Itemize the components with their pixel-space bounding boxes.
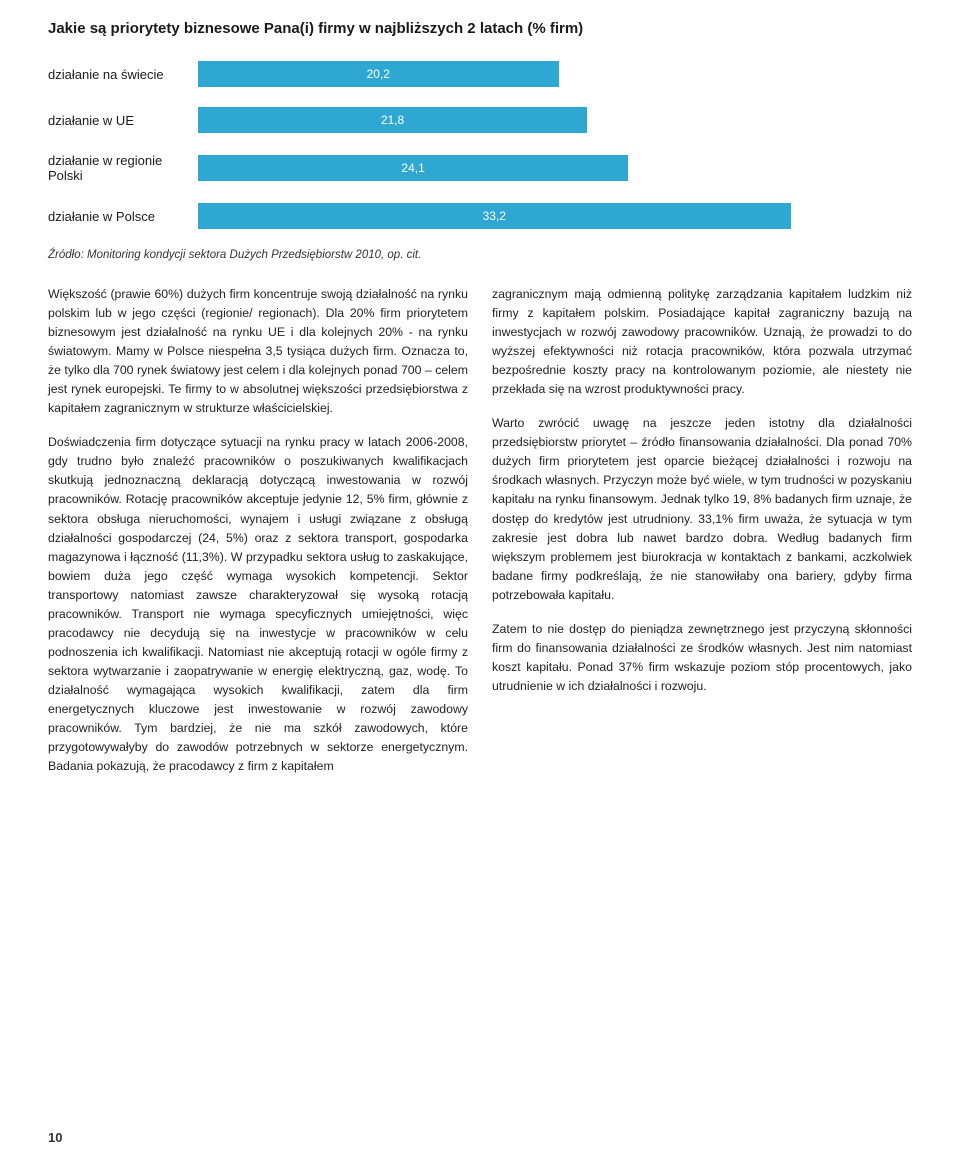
chart-row: działanie na świecie 20,2	[48, 61, 912, 87]
source-citation: Źródło: Monitoring kondycji sektora Duży…	[48, 249, 912, 261]
chart-bar: 21,8	[198, 107, 587, 133]
chart-bar: 33,2	[198, 203, 791, 229]
paragraph: Warto zwrócić uwagę na jeszcze jeden ist…	[492, 414, 912, 604]
chart-bar: 24,1	[198, 155, 628, 181]
chart-bar-value: 24,1	[401, 161, 424, 175]
paragraph: Większość (prawie 60%) dużych firm konce…	[48, 285, 468, 418]
chart-bar-value: 20,2	[367, 67, 390, 81]
chart-bar-area: 21,8	[198, 107, 912, 133]
chart-bar-area: 24,1	[198, 155, 912, 181]
chart-bar-area: 33,2	[198, 203, 912, 229]
chart-row: działanie w Polsce 33,2	[48, 203, 912, 229]
chart-row-label: działanie w Polsce	[48, 209, 198, 224]
chart-title: Jakie są priorytety biznesowe Pana(i) fi…	[48, 20, 912, 37]
chart-row-label: działanie w UE	[48, 113, 198, 128]
chart-bar-area: 20,2	[198, 61, 912, 87]
paragraph: zagranicznym mają odmienną politykę zarz…	[492, 285, 912, 399]
left-column: Większość (prawie 60%) dużych firm konce…	[48, 285, 468, 791]
chart-row: działanie w regionie Polski 24,1	[48, 153, 912, 183]
text-columns: Większość (prawie 60%) dużych firm konce…	[48, 285, 912, 791]
bar-chart: działanie na świecie 20,2 działanie w UE…	[48, 61, 912, 229]
chart-bar: 20,2	[198, 61, 559, 87]
chart-row: działanie w UE 21,8	[48, 107, 912, 133]
chart-bar-value: 33,2	[483, 209, 506, 223]
paragraph: Zatem to nie dostęp do pieniądza zewnętr…	[492, 620, 912, 696]
chart-row-label: działanie w regionie Polski	[48, 153, 198, 183]
right-column: zagranicznym mają odmienną politykę zarz…	[492, 285, 912, 791]
chart-row-label: działanie na świecie	[48, 67, 198, 82]
chart-bar-value: 21,8	[381, 113, 404, 127]
page-number: 10	[48, 1130, 62, 1145]
paragraph: Doświadczenia firm dotyczące sytuacji na…	[48, 433, 468, 776]
